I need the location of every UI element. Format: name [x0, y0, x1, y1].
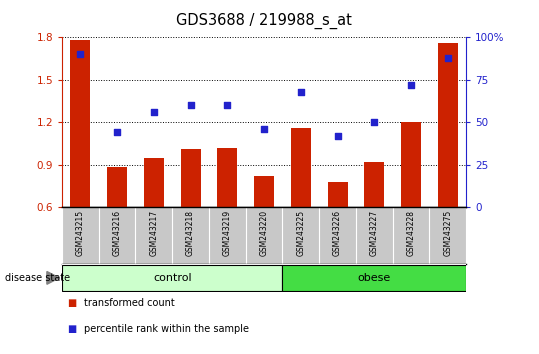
Text: control: control	[153, 273, 191, 283]
Text: ■: ■	[67, 324, 77, 334]
Bar	[70, 40, 91, 207]
Text: GSM243226: GSM243226	[333, 210, 342, 256]
Bar	[364, 162, 384, 207]
Text: GSM243216: GSM243216	[113, 210, 122, 256]
Point	[76, 51, 85, 57]
Text: GSM243227: GSM243227	[370, 210, 379, 256]
Bar	[107, 167, 127, 207]
Text: GSM243217: GSM243217	[149, 210, 158, 256]
Text: GSM243219: GSM243219	[223, 210, 232, 256]
Point	[407, 82, 416, 87]
Text: GSM243225: GSM243225	[296, 210, 306, 256]
Point	[223, 102, 232, 108]
Bar	[254, 176, 274, 207]
Point	[260, 126, 268, 132]
Bar	[291, 128, 311, 207]
Text: GSM243220: GSM243220	[260, 210, 268, 256]
Bar	[401, 122, 421, 207]
Point	[296, 89, 305, 95]
Bar	[144, 158, 164, 207]
Text: GSM243215: GSM243215	[76, 210, 85, 256]
Point	[444, 55, 452, 61]
Text: GSM243228: GSM243228	[406, 210, 416, 256]
Bar	[62, 265, 282, 291]
Bar	[328, 182, 348, 207]
Point	[149, 109, 158, 115]
Bar	[181, 149, 201, 207]
Text: disease state: disease state	[5, 273, 71, 283]
Bar	[217, 148, 238, 207]
Text: ■: ■	[67, 298, 77, 308]
Bar	[438, 43, 458, 207]
Bar	[282, 265, 466, 291]
Text: GDS3688 / 219988_s_at: GDS3688 / 219988_s_at	[176, 12, 352, 29]
Text: GSM243218: GSM243218	[186, 210, 195, 256]
Point	[113, 130, 121, 135]
Point	[370, 119, 379, 125]
Point	[333, 133, 342, 138]
Point	[186, 102, 195, 108]
Text: transformed count: transformed count	[84, 298, 174, 308]
Text: GSM243275: GSM243275	[444, 210, 452, 256]
Text: obese: obese	[358, 273, 391, 283]
Text: percentile rank within the sample: percentile rank within the sample	[84, 324, 248, 334]
